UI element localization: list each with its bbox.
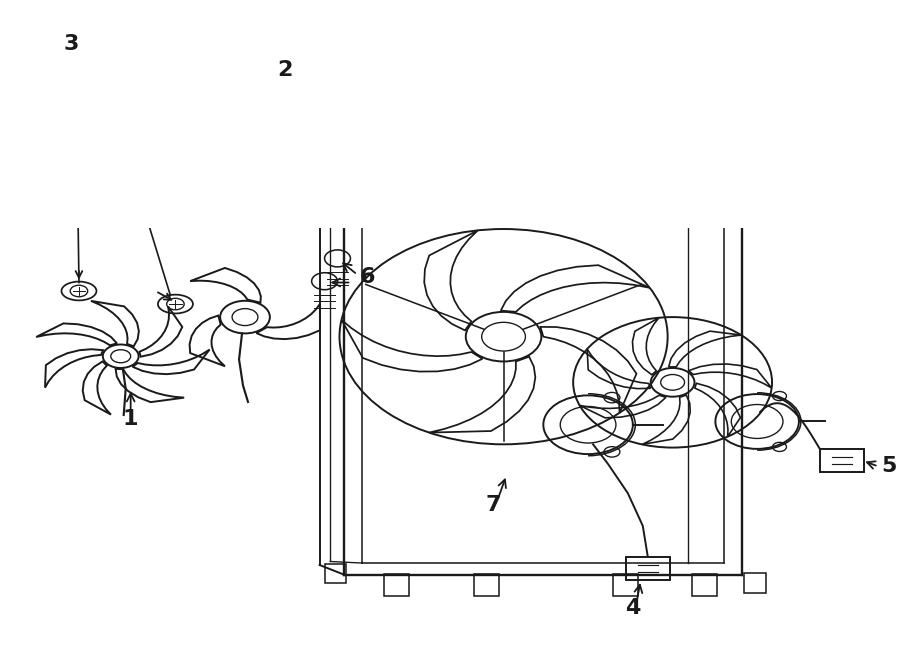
Text: 7: 7	[486, 495, 501, 515]
Text: 1: 1	[123, 408, 139, 429]
Bar	[744, 574, 766, 593]
Bar	[325, 564, 346, 583]
Text: 6: 6	[360, 266, 375, 286]
Bar	[473, 574, 499, 596]
Bar	[613, 574, 638, 596]
Text: 3: 3	[63, 34, 78, 54]
Text: 4: 4	[626, 598, 641, 618]
Text: 2: 2	[277, 59, 292, 80]
Text: 5: 5	[882, 456, 897, 477]
Bar	[692, 574, 717, 596]
Bar	[384, 574, 410, 596]
